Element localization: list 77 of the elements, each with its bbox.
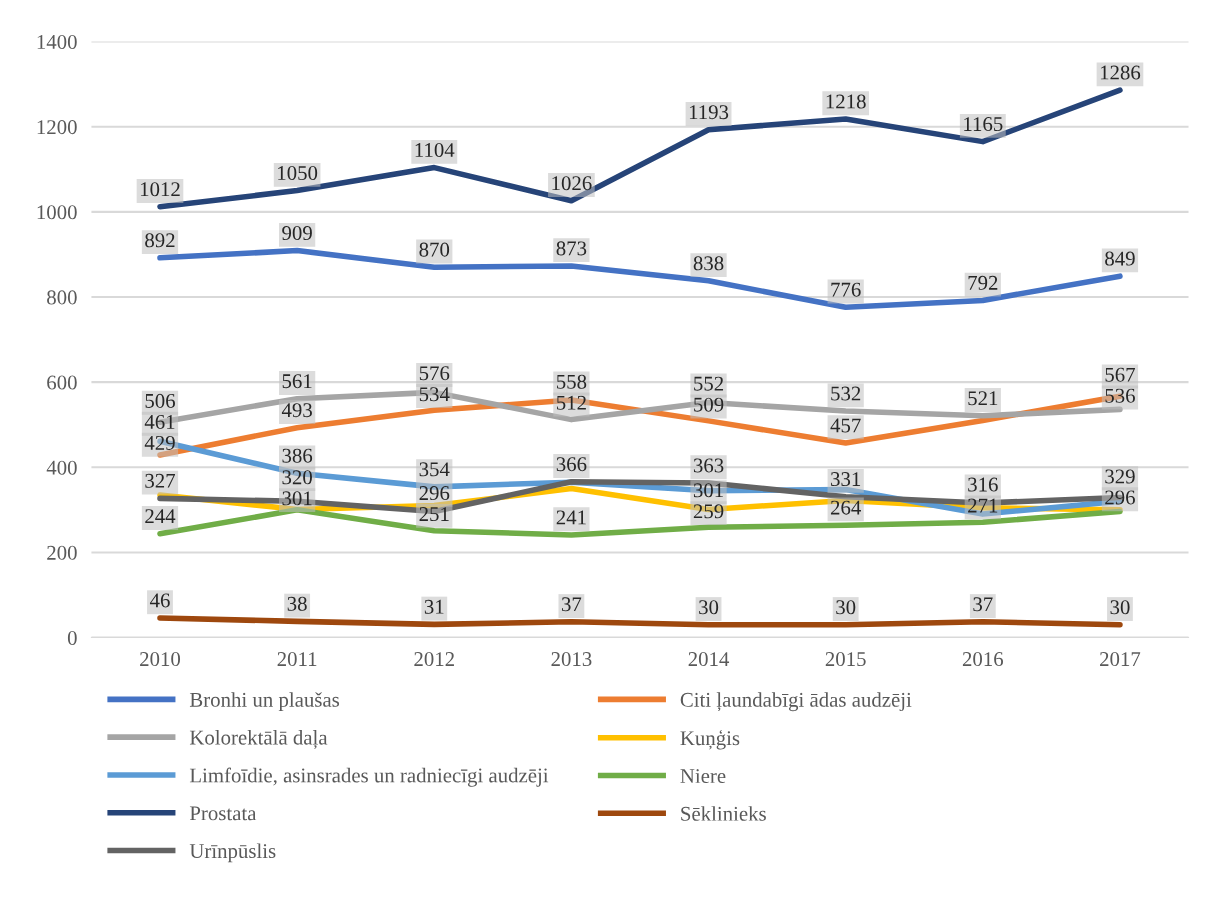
y-tick-label: 1200	[37, 120, 77, 135]
x-tick-label: 2017	[1100, 652, 1141, 667]
data-label: 892	[145, 233, 175, 248]
legend-label: Urīnpūslis	[189, 843, 276, 863]
x-tick-label: 2013	[551, 652, 592, 667]
data-label: 429	[144, 435, 175, 450]
y-tick-label: 200	[47, 545, 77, 560]
data-label: 576	[419, 366, 450, 381]
legend-label: Citi ļaundabīgi ādas audzēji	[680, 692, 912, 712]
data-label: 327	[145, 473, 176, 488]
data-label: 316	[968, 477, 998, 492]
data-label: 363	[693, 458, 724, 473]
legend-label: Kolorektālā daļa	[189, 729, 328, 749]
data-label: 870	[419, 242, 450, 257]
data-label: 509	[694, 397, 724, 412]
legend-label: Bronhi un plaušas	[189, 692, 340, 712]
data-label: 31	[424, 599, 444, 614]
x-tick-label: 2010	[140, 652, 181, 667]
data-label: 1026	[552, 176, 592, 191]
data-label: 46	[149, 593, 170, 608]
data-label: 838	[693, 256, 724, 271]
data-label: 552	[694, 376, 724, 391]
data-label: 251	[419, 507, 449, 522]
legend-label: Kuņģis	[680, 729, 740, 750]
legend-label: Niere	[680, 769, 726, 784]
data-label: 849	[1105, 251, 1135, 266]
data-label: 776	[831, 282, 861, 297]
data-label: 558	[556, 374, 587, 389]
y-tick-label: 1000	[37, 205, 77, 220]
y-tick-label: 800	[47, 290, 77, 305]
data-label: 331	[831, 472, 861, 487]
data-label: 366	[556, 457, 587, 472]
data-label: 1050	[278, 165, 318, 181]
data-label: 506	[145, 393, 175, 408]
legend-label: Sēklinieks	[681, 806, 766, 821]
x-tick-label: 2015	[825, 652, 866, 667]
x-tick-label: 2014	[688, 652, 730, 667]
data-label: 567	[1105, 367, 1135, 382]
y-tick-label: 600	[47, 375, 77, 390]
data-label: 30	[836, 600, 856, 615]
data-label: 1012	[140, 182, 180, 197]
data-label: 873	[556, 241, 587, 256]
data-label: 386	[282, 448, 313, 463]
data-label: 1286	[1100, 65, 1141, 80]
data-label: 561	[282, 374, 312, 389]
data-label: 38	[287, 596, 307, 611]
y-tick-label: 400	[46, 460, 77, 475]
data-label: 37	[561, 597, 582, 612]
data-label: 264	[830, 500, 861, 515]
data-label: 1104	[415, 142, 455, 158]
data-label: 329	[1105, 469, 1135, 484]
data-label: 37	[973, 597, 993, 612]
data-label: 521	[968, 391, 998, 406]
y-tick-label: 0	[67, 630, 77, 645]
data-label: 457	[830, 418, 861, 433]
data-label: 792	[968, 275, 998, 290]
data-label: 909	[282, 226, 312, 241]
data-label: 244	[145, 509, 176, 523]
data-label: 354	[419, 462, 450, 477]
data-label: 1193	[689, 105, 729, 120]
data-label: 1165	[964, 117, 1003, 132]
data-label: 512	[556, 395, 586, 410]
data-label: 493	[281, 403, 312, 418]
data-label: 296	[419, 486, 450, 501]
y-tick-label: 1400	[37, 34, 77, 50]
data-label: 30	[699, 600, 719, 615]
legend-label: Limfoīdie, asinsrades un radniecīgi audzēji	[189, 767, 549, 787]
x-tick-label: 2012	[414, 652, 454, 667]
data-label: 534	[419, 387, 450, 402]
x-tick-label: 2016	[962, 652, 1004, 667]
data-label: 1218	[826, 94, 866, 109]
data-label: 320	[282, 470, 312, 485]
legend-label: Prostata	[189, 806, 257, 821]
x-tick-label: 2011	[277, 652, 317, 667]
data-label: 532	[831, 386, 861, 401]
data-label: 241	[556, 510, 586, 525]
data-label: 30	[1110, 600, 1130, 615]
